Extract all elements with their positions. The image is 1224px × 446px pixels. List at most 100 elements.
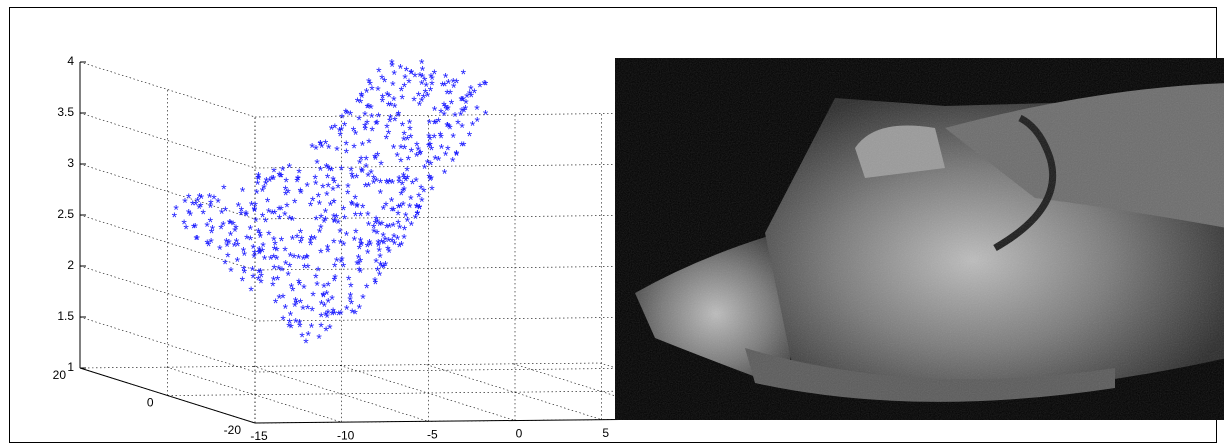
data-point: * — [210, 222, 216, 238]
grid-line — [254, 317, 620, 322]
data-point: * — [371, 175, 377, 191]
data-point: * — [248, 283, 254, 299]
data-point: * — [454, 75, 460, 91]
data-point: * — [325, 161, 331, 177]
data-point: * — [367, 77, 373, 93]
data-point: * — [443, 69, 449, 85]
data-point: * — [392, 67, 398, 83]
z-tick-label: 1 — [67, 360, 74, 374]
data-point: * — [391, 140, 397, 156]
data-point: * — [392, 113, 398, 129]
data-point: * — [419, 93, 425, 109]
data-point: * — [428, 173, 434, 189]
data-point: * — [313, 270, 319, 286]
data-point: * — [272, 261, 278, 277]
data-point: * — [339, 110, 345, 126]
data-point: * — [258, 269, 264, 285]
data-point: * — [352, 233, 358, 249]
data-point: * — [429, 77, 435, 93]
data-point: * — [308, 237, 314, 253]
data-point: * — [441, 98, 447, 114]
data-point: * — [288, 248, 294, 264]
data-point: * — [324, 310, 330, 326]
data-point: * — [242, 265, 248, 281]
data-points: ************************* ***************… — [172, 55, 489, 351]
data-point: * — [288, 308, 294, 324]
data-point: * — [404, 163, 410, 179]
data-point: * — [329, 121, 335, 137]
data-point: * — [224, 239, 230, 255]
data-point: * — [352, 306, 358, 322]
data-point: * — [409, 65, 415, 81]
data-point: * — [426, 139, 432, 155]
data-point: * — [432, 102, 438, 118]
data-point: * — [359, 237, 365, 253]
data-point: * — [413, 211, 419, 227]
y-tick-label: -20 — [224, 423, 242, 437]
data-point: * — [392, 237, 398, 253]
data-point: * — [407, 200, 413, 216]
data-point: * — [445, 101, 451, 117]
data-point: * — [368, 166, 374, 182]
data-point: * — [218, 221, 224, 237]
grid-line — [426, 364, 602, 420]
data-point: * — [429, 142, 435, 158]
data-point: * — [332, 215, 338, 231]
data-point: * — [182, 194, 188, 210]
data-point: * — [270, 206, 276, 222]
data-point: * — [339, 162, 345, 178]
data-point: * — [376, 109, 382, 125]
data-point: * — [338, 307, 344, 323]
data-point: * — [208, 235, 214, 251]
data-point: * — [460, 92, 466, 108]
data-point: * — [387, 114, 393, 130]
data-point: * — [367, 236, 373, 252]
data-point: * — [344, 302, 350, 318]
data-point: * — [428, 171, 434, 187]
data-point: * — [348, 289, 354, 305]
data-point: * — [301, 252, 307, 268]
data-point: * — [375, 236, 381, 252]
data-point: * — [232, 224, 238, 240]
data-point: * — [400, 184, 406, 200]
data-point: * — [397, 220, 403, 236]
data-point: * — [345, 180, 351, 196]
data-point: * — [328, 197, 334, 213]
data-point: * — [410, 176, 416, 192]
data-point: * — [276, 168, 282, 184]
x-axis — [254, 418, 620, 424]
data-point: * — [427, 138, 433, 154]
data-point: * — [296, 275, 302, 291]
data-point: * — [418, 181, 424, 197]
data-point: * — [327, 320, 333, 336]
data-point: * — [384, 220, 390, 236]
data-point: * — [321, 288, 327, 304]
data-point: * — [403, 173, 409, 189]
data-point: * — [323, 308, 329, 324]
data-point: * — [304, 250, 310, 266]
data-point: * — [291, 250, 297, 266]
data-point: * — [255, 176, 261, 192]
data-point: * — [382, 232, 388, 248]
data-point: * — [260, 244, 266, 260]
data-point: * — [348, 279, 354, 295]
data-point: * — [440, 78, 446, 94]
data-point: * — [268, 251, 274, 267]
data-point: * — [325, 278, 331, 294]
data-point: * — [331, 214, 337, 230]
data-point: * — [325, 306, 331, 322]
data-point: * — [341, 237, 347, 253]
data-point: * — [360, 200, 366, 216]
data-point: * — [427, 170, 433, 186]
data-point: * — [364, 152, 370, 168]
data-point: * — [366, 217, 372, 233]
data-point: * — [467, 86, 473, 102]
data-point: * — [401, 127, 407, 143]
data-point: * — [408, 130, 414, 146]
data-point: * — [255, 171, 261, 187]
data-point: * — [344, 106, 350, 122]
data-point: * — [420, 69, 426, 85]
data-point: * — [325, 179, 331, 195]
data-point: * — [417, 69, 423, 85]
data-point: * — [334, 210, 340, 226]
